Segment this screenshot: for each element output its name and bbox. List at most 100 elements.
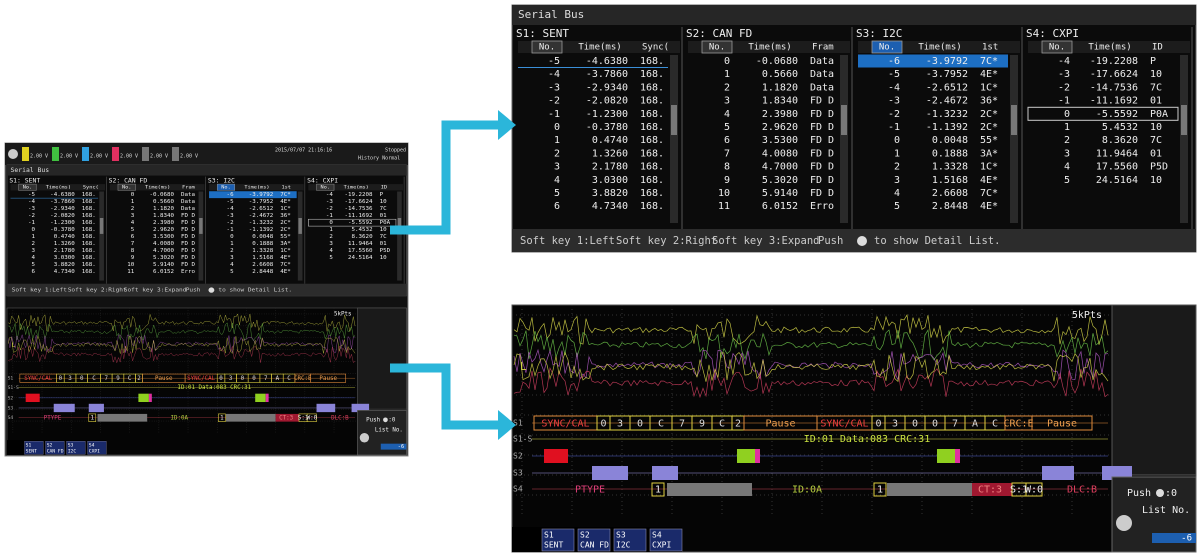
header-row bbox=[209, 184, 304, 191]
cell-value: 168. bbox=[82, 192, 96, 198]
cell-time: 1.5168 bbox=[252, 255, 273, 261]
cell-no: 1 bbox=[131, 199, 135, 205]
no-header bbox=[217, 183, 235, 191]
cell-time: -2.4672 bbox=[249, 213, 274, 219]
list-no: -6 bbox=[1181, 534, 1192, 544]
header-row bbox=[10, 184, 106, 191]
cell-time: -19.2208 bbox=[1090, 56, 1138, 67]
cell-time: 3.5300 bbox=[762, 135, 798, 146]
channel-chip bbox=[172, 147, 179, 161]
s4-field bbox=[306, 413, 317, 422]
cell-value: 168. bbox=[82, 241, 96, 247]
cell-value: P0A bbox=[380, 220, 391, 226]
cell-time: -4.6380 bbox=[586, 56, 628, 67]
cell-no: -3 bbox=[888, 96, 900, 107]
s4-decode: DLC:B bbox=[331, 415, 349, 421]
cell-no: 0 bbox=[724, 56, 730, 67]
tab-channel: S2 bbox=[580, 531, 590, 540]
cell-value: Data bbox=[810, 69, 834, 80]
s4-field bbox=[88, 413, 97, 422]
cell-time: 0.1888 bbox=[932, 148, 968, 159]
cell-time: 3.5300 bbox=[153, 234, 174, 240]
cell-no: -4 bbox=[28, 199, 36, 205]
cell-no: 6 bbox=[554, 201, 560, 212]
cell-no: -1 bbox=[28, 220, 35, 226]
tab bbox=[577, 528, 611, 552]
selected-row bbox=[858, 54, 1008, 68]
cell-value: FD D bbox=[810, 109, 834, 120]
softkey-label: Soft key 1:Left bbox=[12, 288, 67, 294]
cell-value: Erro bbox=[181, 269, 195, 275]
cell-value: 3A* bbox=[980, 148, 998, 159]
trace-label: S3 bbox=[8, 405, 14, 411]
cell-time: 2.6608 bbox=[252, 262, 273, 268]
s1-decode: 3 bbox=[68, 376, 72, 382]
cell-value: 4E* bbox=[280, 199, 291, 205]
s1-decode: CRC:E bbox=[1003, 419, 1033, 430]
s1-decode: 0 bbox=[875, 419, 881, 430]
cell-no: 11 bbox=[127, 269, 134, 275]
push-knob bbox=[383, 417, 388, 423]
channel-scale: 2.00 V bbox=[90, 154, 108, 160]
cell-no: -2 bbox=[1058, 82, 1070, 93]
tab bbox=[87, 441, 107, 455]
side-panel bbox=[357, 307, 407, 410]
cell-value: P bbox=[380, 192, 384, 198]
s2-frame bbox=[755, 449, 760, 463]
home-icon bbox=[8, 149, 18, 159]
cell-value: 1C* bbox=[980, 162, 998, 173]
cell-no: -4 bbox=[888, 82, 900, 93]
column-header: ID bbox=[1152, 43, 1163, 53]
softkey-label: Soft key 1:Left bbox=[520, 235, 615, 247]
s4-decode: PTYPE bbox=[575, 485, 605, 496]
s1-decode: 0 bbox=[932, 419, 938, 430]
cell-no: -5 bbox=[227, 199, 234, 205]
cell-value: 168. bbox=[640, 96, 664, 107]
cell-value: 168. bbox=[640, 201, 664, 212]
no-header bbox=[531, 40, 563, 54]
s1-decode: C bbox=[719, 419, 725, 430]
cell-time: -2.6512 bbox=[926, 82, 968, 93]
tab-name: SENT bbox=[544, 541, 563, 550]
cell-time: 4.7000 bbox=[762, 162, 798, 173]
cell-no: 7 bbox=[724, 148, 730, 159]
s3-frame bbox=[652, 466, 678, 480]
cell-value: 36* bbox=[280, 213, 291, 219]
column-header: No. bbox=[23, 185, 32, 191]
cell-no: -6 bbox=[227, 192, 234, 198]
tab-channel: S2 bbox=[47, 442, 53, 448]
knob bbox=[359, 432, 370, 443]
column-header: ID bbox=[381, 185, 387, 191]
scroll-thumb bbox=[1181, 105, 1187, 135]
s4-decode: W:0 bbox=[307, 415, 318, 421]
selected-row bbox=[209, 191, 297, 199]
cell-value: 168. bbox=[82, 227, 96, 233]
column-header: 1st bbox=[982, 43, 998, 53]
cell-value: 168. bbox=[82, 269, 96, 275]
cell-time: 2.9620 bbox=[153, 227, 174, 233]
level-marker: L bbox=[12, 341, 16, 349]
s3-frame bbox=[1042, 466, 1074, 480]
s1-decode: 0 bbox=[637, 419, 643, 430]
cell-time: 3.0300 bbox=[592, 175, 628, 186]
s4-decode: CT:3 bbox=[279, 415, 293, 421]
cell-time: 5.3020 bbox=[153, 255, 174, 261]
s1-decode: Pause bbox=[319, 376, 337, 382]
cell-no: 1 bbox=[554, 135, 560, 146]
channel-scale: 2.00 V bbox=[120, 154, 138, 160]
scroll-thumb bbox=[841, 105, 847, 135]
cell-no: 5 bbox=[724, 122, 730, 133]
cell-value: FD D bbox=[181, 220, 195, 226]
cell-value: 10 bbox=[1150, 69, 1162, 80]
cell-value: 168. bbox=[640, 135, 664, 146]
s3-frame bbox=[316, 403, 336, 413]
cell-time: 5.9140 bbox=[762, 188, 798, 199]
cell-value: 4E* bbox=[280, 255, 291, 261]
push-knob bbox=[208, 287, 215, 293]
cell-time: 4.0080 bbox=[153, 241, 174, 247]
cell-no: 1 bbox=[724, 69, 730, 80]
cell-time: 5.4532 bbox=[352, 227, 373, 233]
cell-time: -14.7536 bbox=[345, 206, 373, 212]
s4-decode: 1 bbox=[877, 485, 883, 496]
trace-label: S1-S bbox=[513, 435, 532, 444]
